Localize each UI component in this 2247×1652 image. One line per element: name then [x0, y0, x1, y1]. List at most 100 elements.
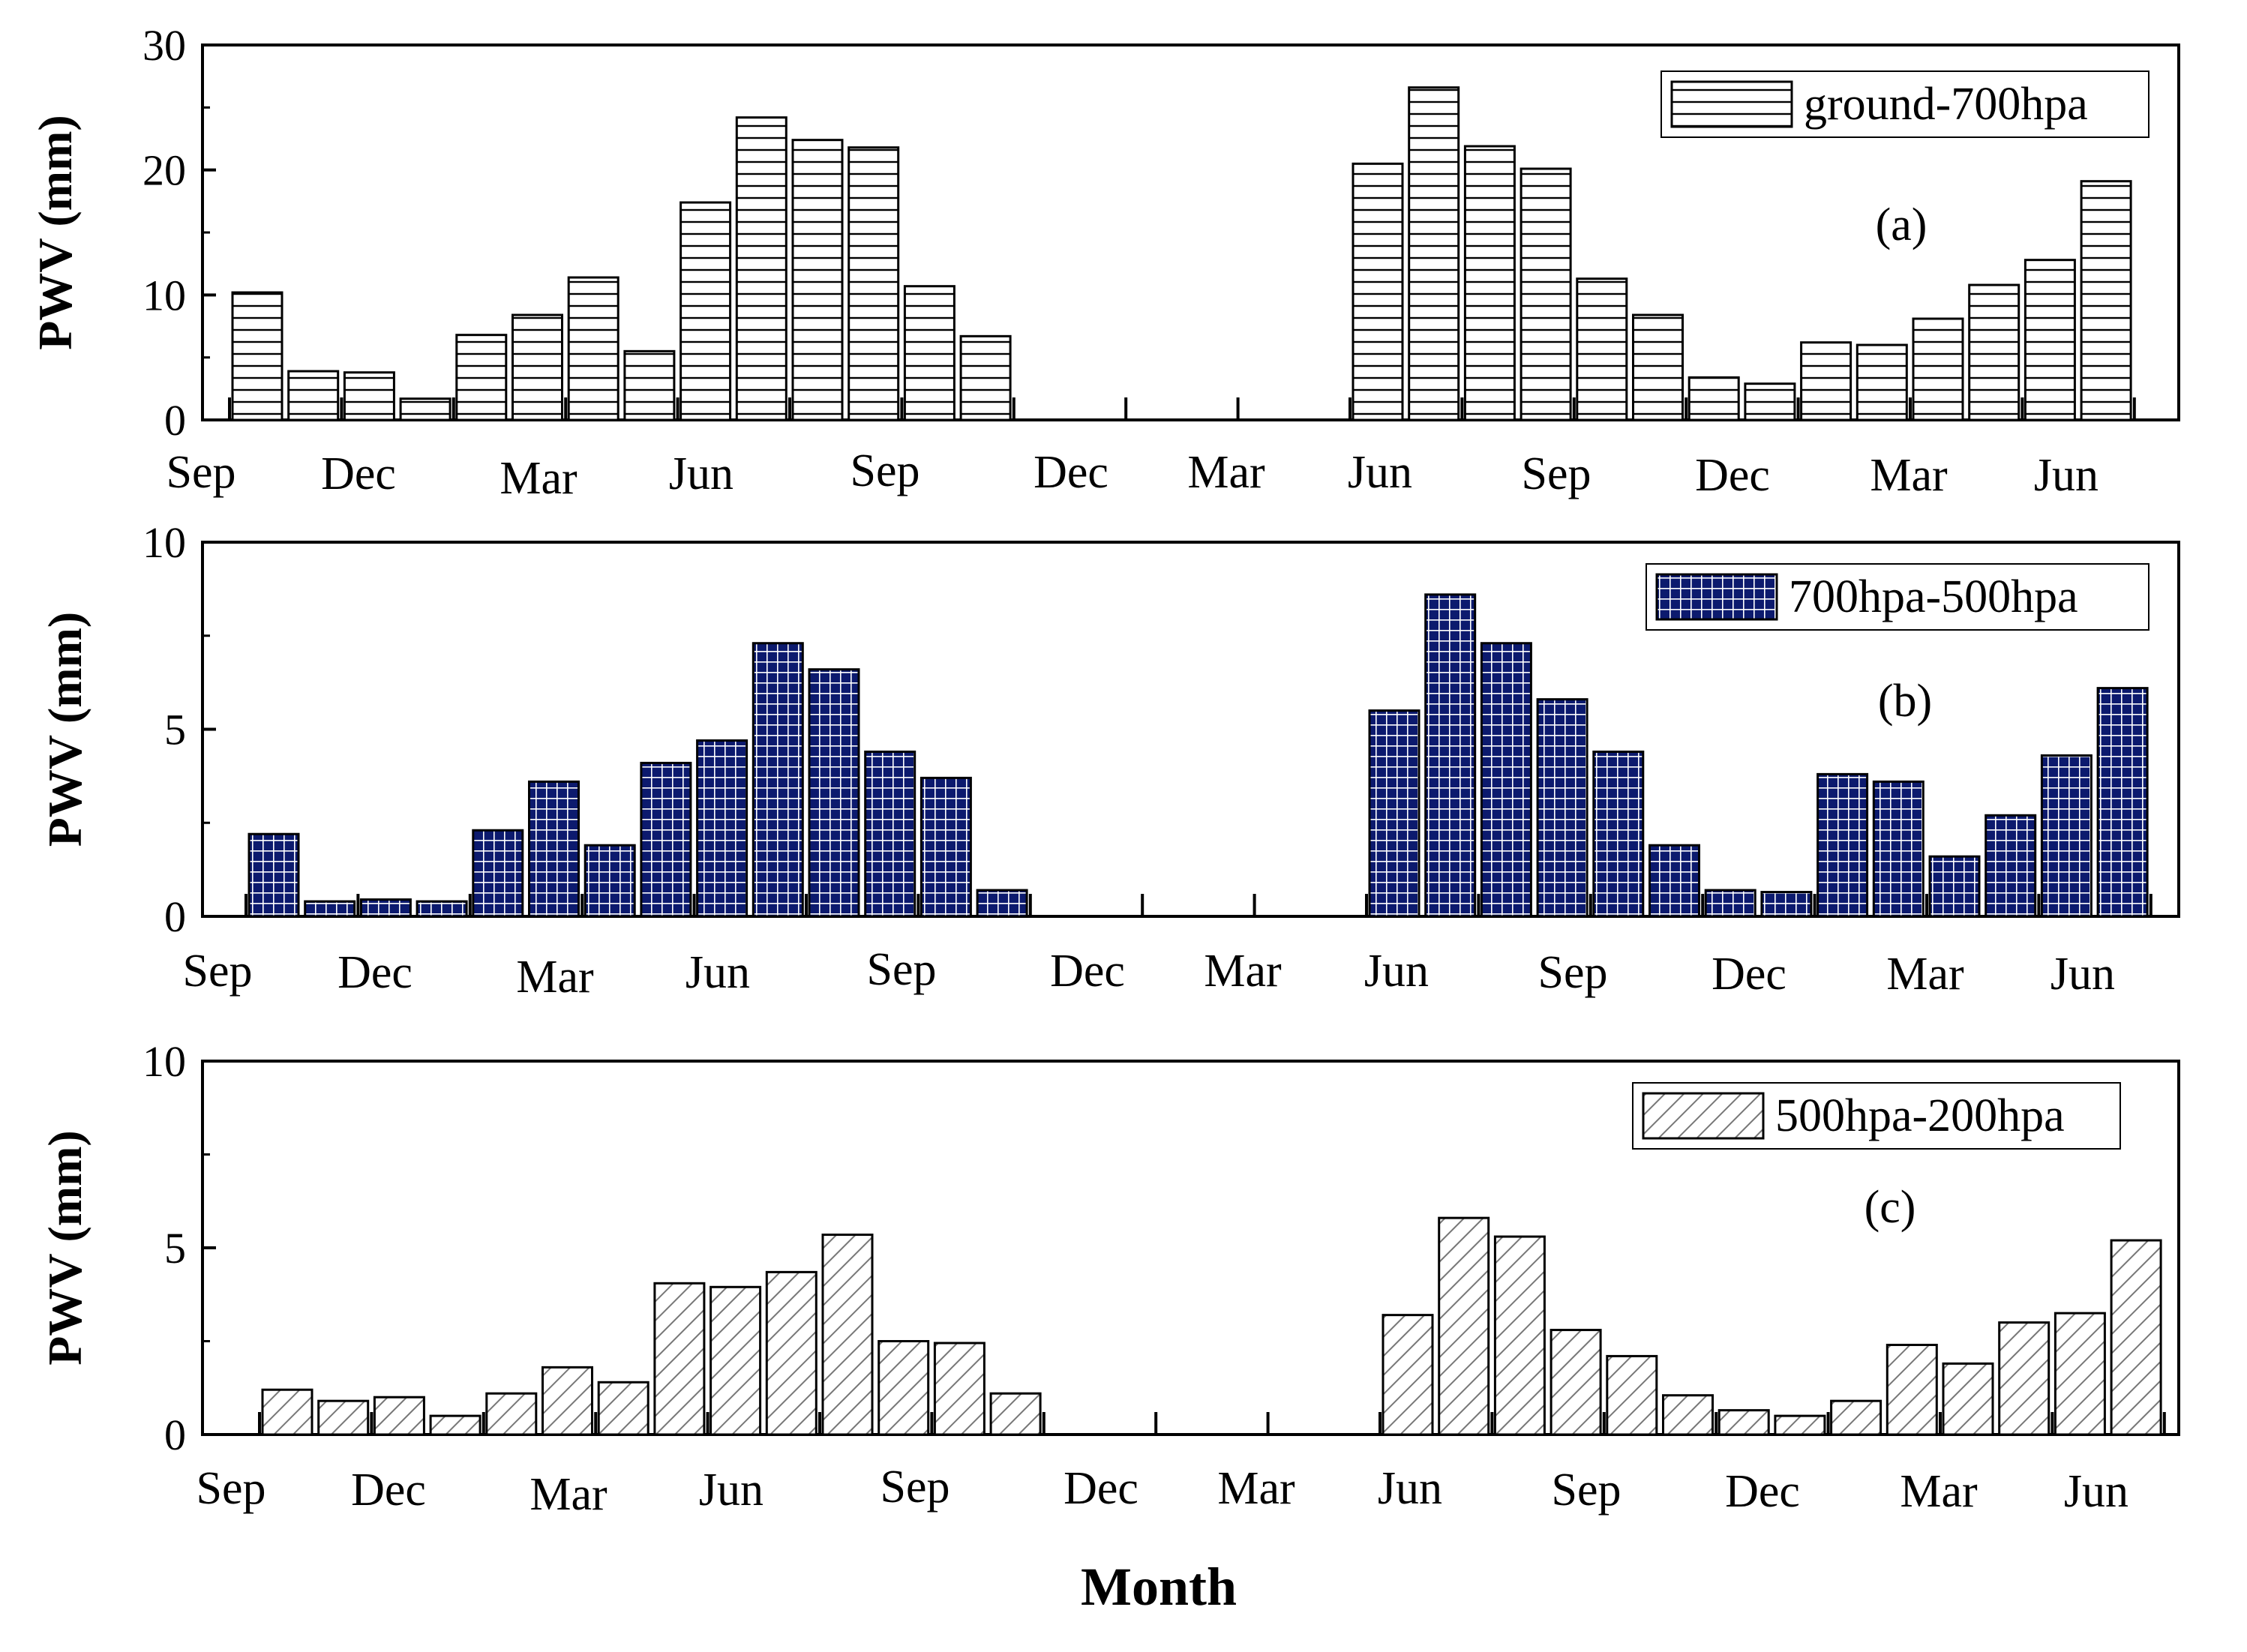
- legend: 500hpa-200hpa: [1632, 1082, 2121, 1150]
- x-tick-label: Dec: [1050, 946, 1125, 997]
- x-tick-label: Sep: [1552, 1465, 1622, 1516]
- legend-label: ground-700hpa: [1804, 79, 2088, 130]
- bar: [1438, 1216, 1490, 1436]
- bar: [1368, 709, 1420, 918]
- bar: [864, 750, 916, 918]
- x-tick-label: Sep: [1538, 947, 1608, 998]
- bar: [1606, 1354, 1658, 1436]
- bar: [512, 313, 563, 421]
- legend-swatch: [1655, 573, 1778, 621]
- y-tick-label: 5: [164, 1224, 186, 1273]
- bar: [1536, 698, 1588, 918]
- legend: ground-700hpa: [1660, 70, 2150, 138]
- bar: [261, 1388, 314, 1436]
- legend: 700hpa-500hpa: [1646, 563, 2150, 631]
- panel-c: 0 5 10 PWV (mm) Sep Dec Mar Jun Sep Dec Mar Jun Sep D…: [38, 1037, 2180, 1520]
- bar: [2054, 1312, 2106, 1436]
- bar: [343, 371, 395, 421]
- bar: [653, 1282, 706, 1436]
- bar: [640, 761, 692, 918]
- bar: [472, 829, 524, 918]
- legend-label: 700hpa-500hpa: [1789, 571, 2078, 622]
- bar: [696, 739, 748, 918]
- panel-label: (c): [1864, 1182, 1916, 1233]
- x-tick-label: Jun: [699, 1465, 764, 1516]
- bar: [1493, 1235, 1546, 1436]
- x-tick-label: Sep: [1522, 448, 1592, 499]
- x-tick-label: Dec: [321, 448, 396, 499]
- x-tick-label: Mar: [530, 1469, 608, 1520]
- bar: [791, 139, 844, 421]
- bar: [1968, 283, 2020, 421]
- x-tick-label: Dec: [351, 1465, 426, 1516]
- chart-panels: 0 10 20 30 PWV (mm) Sep Dec Mar Jun Sep Dec Mar Jun S…: [28, 21, 2180, 1520]
- bar: [1382, 1314, 1434, 1436]
- bar: [989, 1392, 1042, 1436]
- x-tick-label: Dec: [338, 947, 412, 998]
- bar: [1480, 642, 1532, 918]
- y-axis-title: PWV (mm): [38, 1130, 92, 1365]
- bar: [584, 844, 636, 918]
- panel-label: (a): [1876, 199, 1928, 250]
- bar: [304, 900, 356, 918]
- x-tick-label: Mar: [1886, 949, 1964, 1000]
- bar: [1408, 86, 1460, 421]
- bar: [848, 146, 900, 421]
- bar: [623, 349, 676, 421]
- x-tick-label: Mar: [1217, 1463, 1295, 1514]
- x-axis-title: Month: [1081, 1557, 1237, 1617]
- bar: [359, 898, 412, 918]
- x-tick-label: Sep: [867, 944, 937, 995]
- bar: [248, 832, 300, 918]
- bar: [2096, 687, 2149, 918]
- bar: [287, 370, 340, 421]
- bar: [485, 1392, 538, 1436]
- bar: [317, 1399, 370, 1436]
- bar: [597, 1381, 650, 1436]
- bar: [1463, 145, 1516, 421]
- bar: [920, 776, 972, 918]
- bar: [821, 1234, 874, 1436]
- x-tick-label: Dec: [1064, 1463, 1138, 1514]
- y-tick-label: 10: [142, 271, 186, 319]
- y-tick-label: 0: [164, 396, 186, 445]
- x-tick-label: Sep: [166, 447, 236, 498]
- x-tick-label: Sep: [196, 1463, 266, 1514]
- bar: [455, 334, 508, 421]
- bar: [1998, 1321, 2050, 1436]
- bar: [1592, 750, 1645, 918]
- bar: [710, 1285, 762, 1436]
- bar: [1760, 891, 1813, 918]
- bar: [1912, 317, 1964, 421]
- bar: [567, 276, 620, 421]
- legend-label: 500hpa-200hpa: [1775, 1090, 2065, 1141]
- x-tick-label: Jun: [669, 448, 734, 499]
- x-tick-label: Dec: [1695, 450, 1770, 501]
- bar: [1688, 376, 1740, 421]
- bar: [1816, 772, 1869, 918]
- bar: [2040, 754, 2092, 918]
- x-tick-label: Mar: [1870, 450, 1948, 501]
- bar: [1774, 1414, 1826, 1436]
- x-tick-label: Jun: [2064, 1466, 2128, 1517]
- x-tick-label: Mar: [516, 952, 594, 1003]
- bar: [959, 334, 1012, 421]
- x-tick-label: Jun: [1364, 946, 1429, 997]
- bar: [528, 780, 580, 918]
- x-tick-label: Dec: [1712, 949, 1786, 1000]
- y-tick-label: 10: [142, 1037, 186, 1086]
- legend-swatch: [1642, 1092, 1765, 1140]
- bar: [1662, 1394, 1714, 1436]
- bar: [1984, 814, 2037, 918]
- y-axis-title: PWV (mm): [38, 612, 92, 847]
- bar: [1830, 1399, 1882, 1436]
- y-tick-label: 0: [164, 1411, 186, 1459]
- bar: [1928, 855, 1981, 918]
- panel-b: 0 5 10 PWV (mm) Sep Dec Mar Jun Sep Dec Mar Jun Sep D…: [38, 518, 2180, 1003]
- bar: [1632, 313, 1684, 421]
- bar: [2080, 180, 2132, 421]
- bar: [1550, 1329, 1602, 1436]
- bar: [752, 642, 804, 918]
- bar: [1352, 162, 1404, 421]
